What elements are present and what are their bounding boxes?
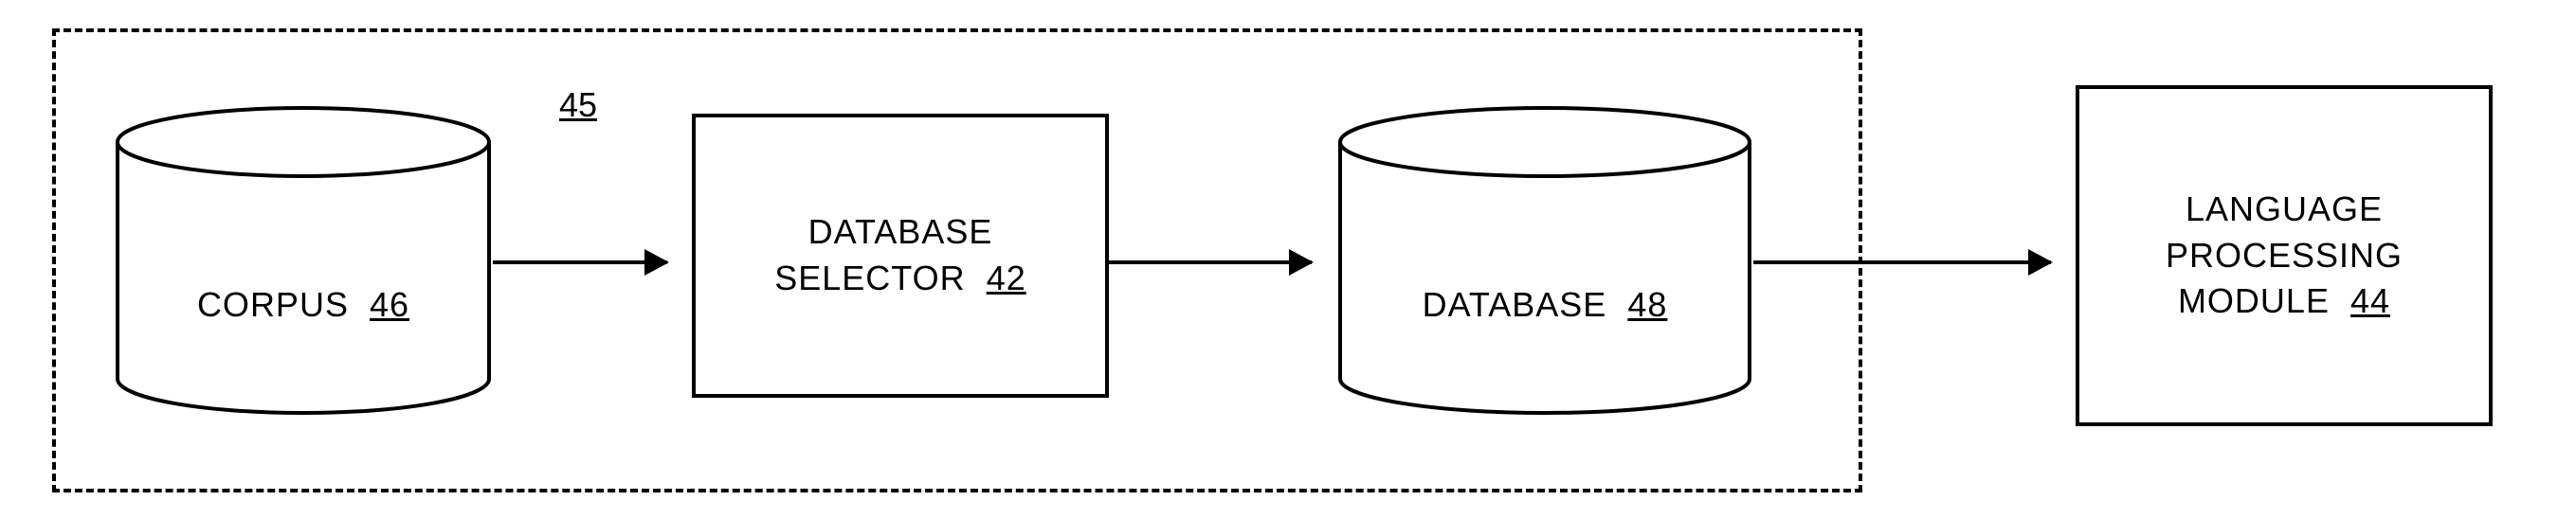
label-text: SELECTOR xyxy=(774,259,965,297)
edge-database-to-langproc xyxy=(1753,260,2051,264)
cylinder-shape xyxy=(114,104,493,417)
label-line-1: LANGUAGE xyxy=(2186,187,2383,233)
cylinder-shape xyxy=(1336,104,1753,417)
label-line-2: SELECTOR 42 xyxy=(774,256,1025,302)
ref-number: 42 xyxy=(987,259,1026,297)
label-text: MODULE xyxy=(2178,281,2330,320)
edge-selector-to-database xyxy=(1109,260,1312,264)
node-database-label: DATABASE 48 xyxy=(1336,285,1753,325)
label-text: CORPUS xyxy=(197,285,349,324)
ref-number: 46 xyxy=(370,285,409,324)
node-langproc: LANGUAGE PROCESSING MODULE 44 xyxy=(2076,85,2493,426)
label-line-2: PROCESSING xyxy=(2166,233,2403,279)
label-line-3: MODULE 44 xyxy=(2178,278,2390,325)
ref-number: 48 xyxy=(1627,285,1667,324)
node-corpus-label: CORPUS 46 xyxy=(114,285,493,325)
node-selector: DATABASE SELECTOR 42 xyxy=(692,114,1109,398)
container-ref-label: 45 xyxy=(559,85,597,125)
ref-number: 44 xyxy=(2350,281,2390,320)
node-database: DATABASE 48 xyxy=(1336,104,1753,417)
label-text: DATABASE xyxy=(1423,285,1607,324)
node-corpus: CORPUS 46 xyxy=(114,104,493,417)
edge-corpus-to-selector xyxy=(493,260,667,264)
label-line-1: DATABASE xyxy=(808,209,993,256)
